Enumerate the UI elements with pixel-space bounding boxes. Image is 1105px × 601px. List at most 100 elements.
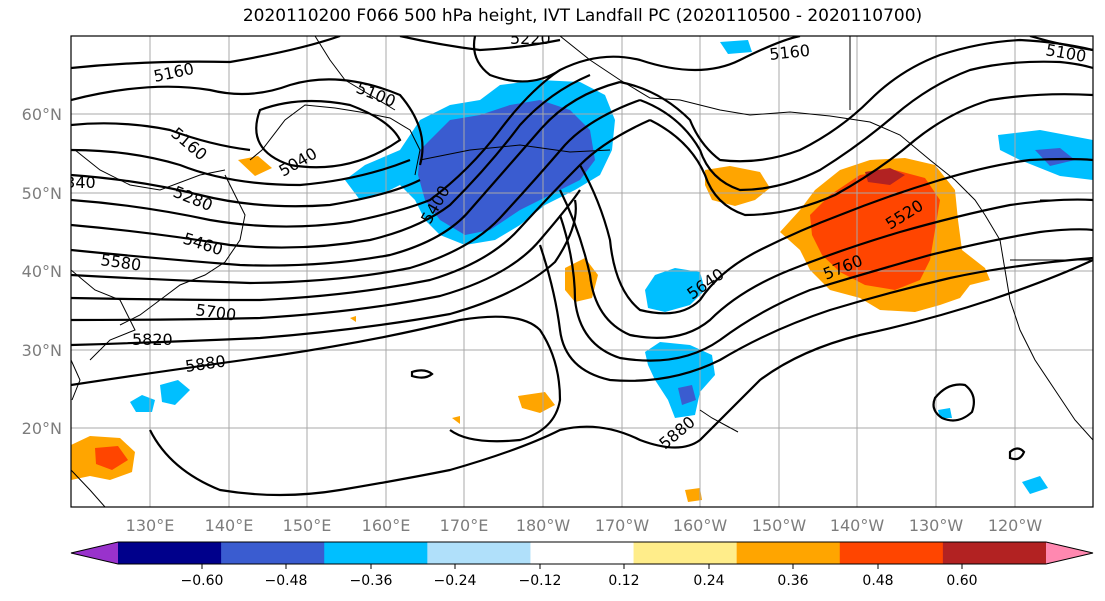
pos-region-main-darkcore — [865, 168, 905, 185]
lon-label: 140°E — [205, 516, 254, 535]
colorbar-tick-label: −0.36 — [350, 573, 393, 589]
pos-region-tiny — [452, 416, 460, 424]
contour-d — [71, 122, 251, 152]
coast-philippines — [71, 469, 106, 507]
contour-top — [399, 36, 561, 52]
lon-label: 170°W — [595, 516, 650, 535]
lon-label: 150°E — [283, 516, 332, 535]
neg-region-hawaii-core — [678, 385, 696, 405]
contour-trough4 — [538, 244, 1093, 382]
contour-label: 5820 — [132, 330, 173, 349]
lat-label: 30°N — [22, 341, 62, 360]
contour-topright — [1029, 36, 1093, 52]
contour-loop-a — [410, 369, 434, 379]
lat-label: 20°N — [22, 419, 62, 438]
contour-ridge4 — [472, 36, 801, 83]
coast-china — [71, 359, 81, 401]
contour-f — [71, 173, 421, 208]
contour-label: 5220 — [510, 29, 551, 48]
lat-label: 50°N — [22, 184, 62, 203]
pos-region-small-kamchatka — [238, 156, 272, 176]
contour-m — [71, 199, 577, 347]
colorbar-ticks — [201, 564, 963, 569]
colorbar-segment — [221, 542, 325, 564]
contour-b — [255, 99, 402, 169]
coast-aleutians — [419, 144, 611, 161]
contour-loop-c — [1008, 447, 1026, 461]
pos-region-alaska-south — [705, 166, 770, 206]
lat-label: 60°N — [22, 105, 62, 124]
colorbar-segment — [118, 542, 222, 564]
lon-label: 160°E — [362, 516, 411, 535]
neg-region-small-a — [720, 40, 752, 54]
pos-region-small-180 — [518, 392, 555, 413]
contour-ridge2 — [639, 60, 1093, 192]
contour-j — [71, 98, 641, 285]
contour-loop-b — [932, 383, 975, 422]
pos-region-philippines-core — [95, 446, 128, 470]
colorbar-tick-label: 0.24 — [693, 573, 724, 589]
contour-l — [71, 189, 581, 322]
graticule — [71, 36, 1093, 507]
colorbar-outline — [70, 541, 1094, 565]
coast-kamchatka — [249, 104, 421, 176]
map-title: 2020110200 F066 500 hPa height, IVT Land… — [242, 6, 923, 26]
height-contours — [71, 36, 1093, 497]
contour-c — [71, 78, 424, 166]
pos-region-tiny2 — [685, 488, 702, 502]
colorbar-tick-label: −0.24 — [434, 573, 477, 589]
colorbar-segment — [633, 542, 738, 564]
map-border — [70, 35, 1094, 508]
colorbar-tick-label: −0.12 — [519, 573, 562, 589]
coast-bc — [984, 214, 1093, 441]
lon-label: 140°W — [830, 516, 885, 535]
lon-label: 180°W — [516, 516, 571, 535]
coast-alaska — [559, 36, 986, 216]
colorbar-tick-label: 0.48 — [862, 573, 893, 589]
contour-trough1 — [579, 157, 1093, 315]
colorbar-segment — [530, 542, 635, 564]
contour-e — [71, 148, 411, 187]
latitude-labels: 60°N 50°N 40°N 30°N 20°N — [22, 105, 62, 438]
contour-ridge1 — [619, 38, 1093, 163]
colorbar-segment — [942, 542, 1047, 564]
neg-region-se2 — [938, 408, 952, 418]
lon-label: 170°E — [440, 516, 489, 535]
colorbar-segment — [427, 542, 531, 564]
neg-region-midpac — [645, 268, 705, 312]
lat-label: 40°N — [22, 262, 62, 281]
neg-region-wpac2 — [160, 380, 190, 405]
colorbar-segment — [324, 542, 428, 564]
contour-5880-b — [149, 259, 1093, 497]
lon-label: 160°W — [673, 516, 728, 535]
lon-label: 150°W — [752, 516, 807, 535]
colorbar-segments — [71, 542, 1093, 564]
contour-i — [71, 80, 621, 267]
colorbar-segment-extend-low — [71, 542, 118, 564]
contour-k — [71, 118, 651, 302]
neg-region-wpac — [130, 395, 155, 412]
colorbar-tick-label: −0.60 — [181, 573, 224, 589]
colorbar-segment — [736, 542, 841, 564]
pos-region-dot — [350, 316, 356, 322]
contour-label: 5340 — [55, 173, 96, 192]
coast-japan — [119, 174, 246, 326]
contour-label: 5160 — [768, 41, 810, 64]
colorbar-tick-labels: −0.60 −0.48 −0.36 −0.24 −0.12 0.12 0.24 … — [181, 573, 978, 589]
pos-region-main-core — [810, 170, 940, 290]
colorbar-segment-extend-high — [1046, 542, 1093, 564]
colorbar-tick-label: −0.48 — [265, 573, 308, 589]
colorbar-segment — [839, 542, 944, 564]
contour-trough3 — [558, 214, 1093, 362]
neg-region-gulf-core — [1035, 148, 1075, 166]
contour-a — [71, 36, 341, 70]
colorbar-tick-label: 0.60 — [946, 573, 977, 589]
colorbar: −0.60 −0.48 −0.36 −0.24 −0.12 0.12 0.24 … — [70, 541, 1094, 589]
lon-label: 120°W — [988, 516, 1043, 535]
lon-label: 130°W — [909, 516, 964, 535]
contour-trough2 — [559, 189, 1093, 339]
contour-5880 — [71, 315, 562, 443]
neg-region-se — [1022, 476, 1048, 494]
contour-ridge3 — [649, 93, 1093, 217]
